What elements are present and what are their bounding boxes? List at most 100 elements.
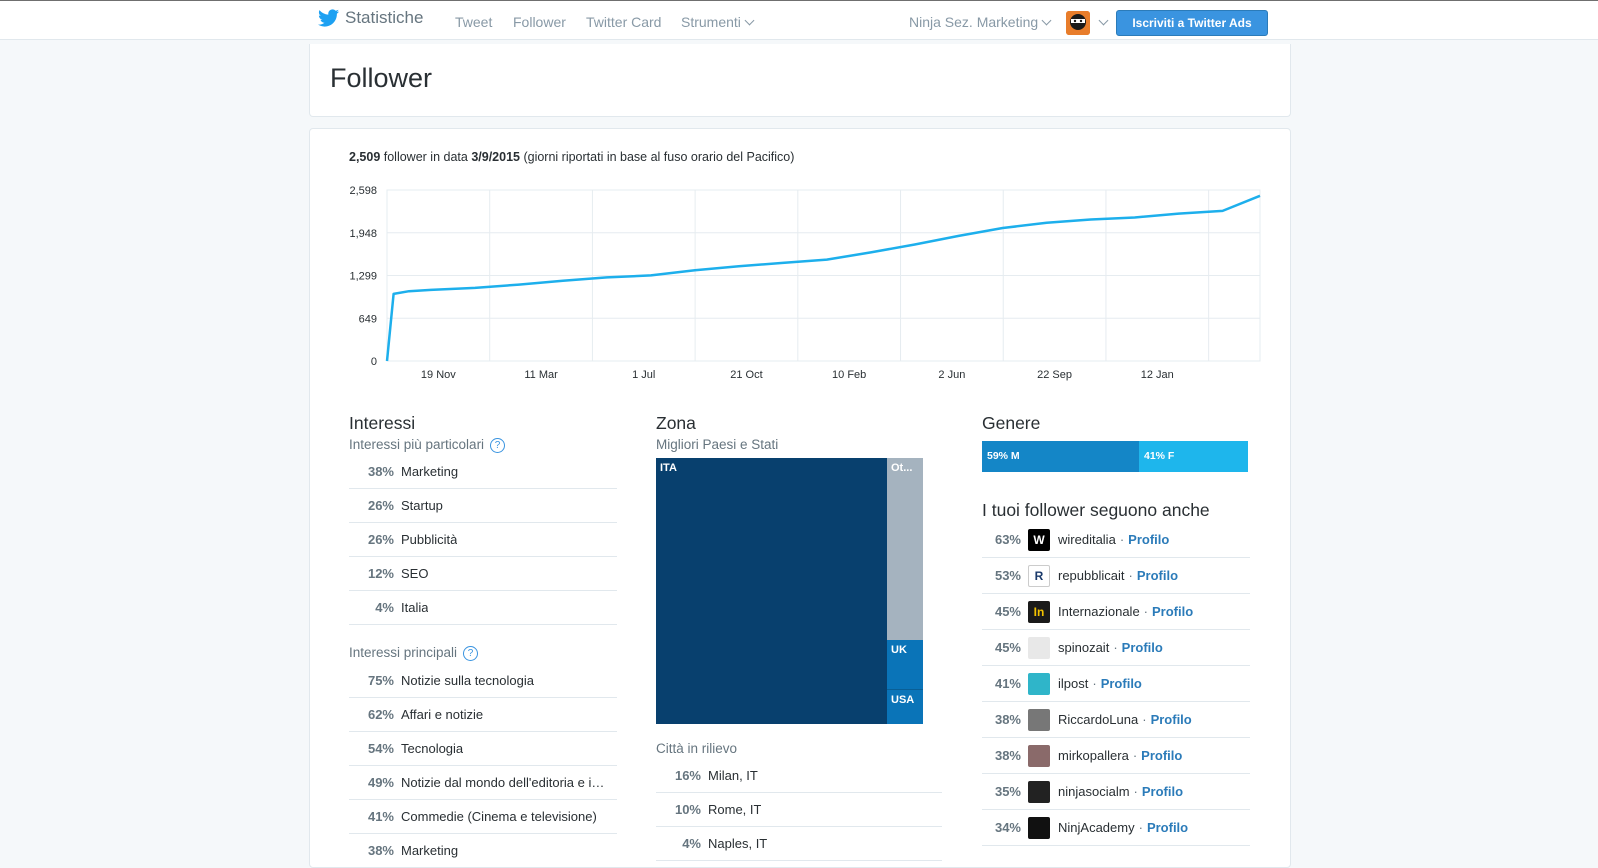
avatar-menu-toggle[interactable] — [1095, 14, 1109, 30]
follower-series-line — [385, 194, 1261, 362]
interest-row[interactable]: 41% Commedie (Cinema e televisione) — [349, 800, 617, 834]
interest-row[interactable]: 62% Affari e notizie — [349, 698, 617, 732]
interest-row[interactable]: 26% Startup — [349, 489, 617, 523]
interest-row[interactable]: 12% SEO — [349, 557, 617, 591]
interest-row[interactable]: 38% Marketing — [349, 455, 617, 489]
nav-twitter-card[interactable]: Twitter Card — [586, 14, 662, 30]
profile-link[interactable]: Profilo — [1136, 568, 1179, 583]
follow-row[interactable]: 38% mirkopallera · Profilo — [982, 738, 1250, 774]
follow-row[interactable]: 41% ilpost · Profilo — [982, 666, 1250, 702]
x-tick-label: 2 Jun — [938, 369, 965, 381]
profile-link[interactable]: Profilo — [1100, 676, 1142, 691]
percentage: 41% — [994, 676, 1021, 691]
item-label: Rome, IT — [708, 802, 762, 817]
percentage: 54% — [367, 741, 394, 756]
separator: · — [1119, 532, 1125, 547]
nav-tweet[interactable]: Tweet — [455, 14, 493, 30]
account-handle[interactable]: NinjAcademy — [1058, 820, 1135, 835]
follow-row[interactable]: 35% ninjasocialm · Profilo — [982, 774, 1250, 810]
nav-strumenti-label: Strumenti — [681, 14, 741, 30]
treemap-ita[interactable]: ITA — [656, 458, 887, 724]
account-handle[interactable]: wireditalia — [1058, 532, 1116, 547]
percentage: 38% — [994, 712, 1021, 727]
interest-row[interactable]: 4% Italia — [349, 591, 617, 625]
item-label: Startup — [401, 498, 443, 513]
percentage: 41% — [367, 809, 394, 824]
profile-avatar[interactable] — [1028, 708, 1050, 731]
item-label: Commedie (Cinema e televisione) — [401, 809, 597, 824]
profile-avatar[interactable] — [1028, 816, 1050, 839]
profile-link[interactable]: Profilo — [1152, 604, 1194, 619]
follows-title: I tuoi follower seguono anche — [982, 500, 1210, 520]
follow-row[interactable]: 34% NinjAcademy · Profilo — [982, 810, 1250, 846]
twitter-ads-button[interactable]: Iscriviti a Twitter Ads — [1116, 10, 1268, 36]
profile-link[interactable]: Profilo — [1128, 532, 1170, 547]
profile-link[interactable]: Profilo — [1146, 820, 1189, 835]
item-label: Notizie sulla tecnologia — [401, 673, 534, 688]
profile-avatar[interactable]: R — [1028, 564, 1050, 587]
y-tick-label: 0 — [371, 356, 377, 368]
account-handle[interactable]: ilpost — [1058, 676, 1089, 691]
profile-link[interactable]: Profilo — [1141, 784, 1184, 799]
brand-name: Statistiche — [345, 8, 424, 27]
percentage: 35% — [994, 784, 1021, 799]
x-tick-label: 1 Jul — [632, 369, 655, 381]
interest-row[interactable]: 26% Pubblicità — [349, 523, 617, 557]
profile-avatar[interactable] — [1028, 780, 1050, 803]
help-icon[interactable]: ? — [490, 438, 506, 453]
city-row[interactable]: 10% Rome, IT — [656, 793, 942, 827]
percentage: 10% — [674, 802, 701, 817]
interest-row[interactable]: 75% Notizie sulla tecnologia — [349, 664, 617, 698]
profile-link[interactable]: Profilo — [1141, 748, 1183, 763]
profile-avatar[interactable] — [1028, 672, 1050, 695]
interests-main-label: Interessi principali? — [349, 645, 479, 662]
interest-row[interactable]: 49% Notizie dal mondo dell'editoria e inf… — [349, 766, 617, 800]
account-handle[interactable]: ninjasocialm — [1058, 784, 1130, 799]
follow-row[interactable]: 38% RiccardoLuna · Profilo — [982, 702, 1250, 738]
profile-avatar[interactable] — [1028, 744, 1050, 767]
x-tick-label: 22 Sep — [1037, 369, 1072, 381]
profile-link[interactable]: Profilo — [1121, 640, 1163, 655]
follow-row[interactable]: 45% In Internazionale · Profilo — [982, 594, 1250, 630]
zone-subtitle: Migliori Paesi e Stati — [656, 437, 779, 452]
item-label: Pubblicità — [401, 532, 458, 547]
separator: · — [1133, 784, 1138, 799]
twitter-bird-icon — [318, 8, 340, 27]
profile-avatar[interactable] — [1028, 636, 1050, 659]
account-handle[interactable]: RiccardoLuna — [1058, 712, 1139, 727]
interest-row[interactable]: 54% Tecnologia — [349, 732, 617, 766]
account-handle[interactable]: repubblicait — [1058, 568, 1125, 583]
gender-bar: 59% M 41% F — [982, 441, 1248, 472]
account-name: Ninja Sez. Marketing — [909, 14, 1039, 30]
y-tick-label: 1,948 — [349, 228, 377, 240]
summary-date: 3/9/2015 — [471, 150, 520, 164]
treemap-uk[interactable]: UK — [887, 640, 923, 690]
treemap-usa[interactable]: USA — [887, 690, 923, 724]
account-handle[interactable]: mirkopallera — [1058, 748, 1129, 763]
account-switcher[interactable]: Ninja Sez. Marketing — [909, 14, 1052, 30]
city-row[interactable]: 4% Naples, IT — [656, 827, 942, 861]
percentage: 12% — [367, 566, 394, 581]
y-tick-label: 649 — [359, 313, 377, 325]
interest-row[interactable]: 38% Marketing — [349, 834, 617, 868]
account-handle[interactable]: Internazionale — [1058, 604, 1140, 619]
profile-avatar[interactable]: W — [1028, 528, 1050, 551]
nav-follower[interactable]: Follower — [513, 14, 566, 30]
percentage: 4% — [375, 600, 394, 615]
x-tick-label: 10 Feb — [832, 369, 866, 381]
profile-link[interactable]: Profilo — [1150, 712, 1192, 727]
brand[interactable]: Statistiche — [318, 8, 423, 28]
nav-strumenti[interactable]: Strumenti — [681, 14, 755, 30]
city-row[interactable]: 16% Milan, IT — [656, 759, 942, 793]
treemap-other[interactable]: Ot... — [887, 458, 923, 640]
percentage: 4% — [682, 836, 701, 851]
user-avatar[interactable] — [1066, 11, 1090, 35]
follow-row[interactable]: 45% spinozait · Profilo — [982, 630, 1250, 666]
interests-main-text: Interessi principali — [349, 645, 458, 660]
chevron-down-icon — [744, 15, 755, 26]
profile-avatar[interactable]: In — [1028, 600, 1050, 623]
account-handle[interactable]: spinozait — [1058, 640, 1110, 655]
help-icon[interactable]: ? — [463, 646, 479, 661]
